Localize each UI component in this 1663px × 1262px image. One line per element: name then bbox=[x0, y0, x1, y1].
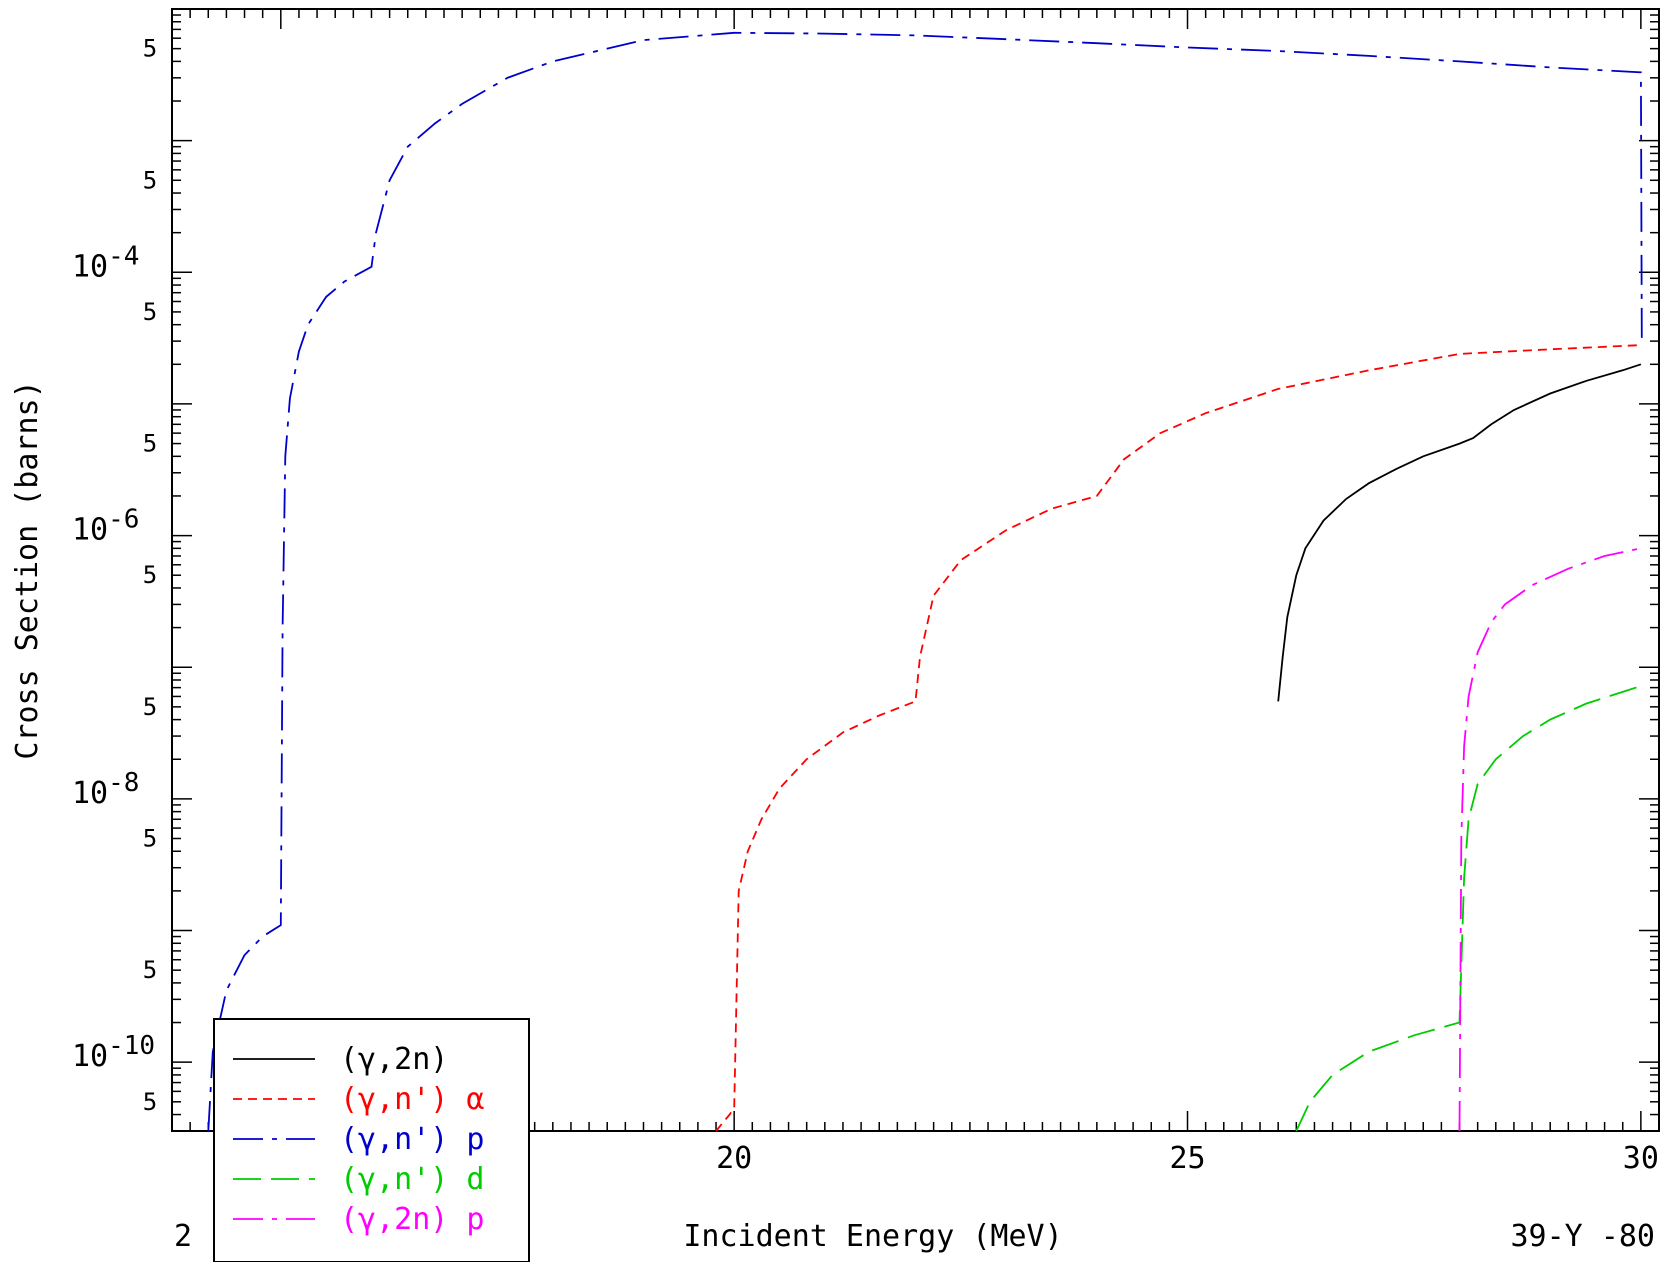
x-tick-label: 20 bbox=[716, 1141, 752, 1176]
series-line-2 bbox=[715, 344, 1641, 1132]
y-minor-tick-label: 5 bbox=[143, 430, 157, 458]
series-line-1 bbox=[1277, 363, 1642, 702]
axis-ticks bbox=[172, 8, 1659, 1132]
y-minor-tick-label: 5 bbox=[143, 298, 157, 326]
legend-label-4: (γ,n') d bbox=[340, 1162, 485, 1197]
y-minor-tick-label: 5 bbox=[143, 35, 157, 63]
legend-items: (γ,2n) (γ,n') α (γ,n') p (γ,n') d (γ,2n) p bbox=[233, 1042, 485, 1237]
series-line-3 bbox=[207, 31, 1643, 1132]
plot-frame bbox=[171, 8, 1660, 1132]
x-tick-label: 30 bbox=[1623, 1141, 1659, 1176]
y-minor-tick-label: 5 bbox=[143, 1088, 157, 1116]
y-decade-label: 10-8 bbox=[72, 768, 139, 811]
x-tick-label: 25 bbox=[1169, 1141, 1205, 1176]
series-line-4 bbox=[1295, 685, 1642, 1132]
y-minor-tick-label: 5 bbox=[143, 956, 157, 984]
y-decade-label: 10-10 bbox=[72, 1031, 155, 1074]
y-minor-tick-label: 5 bbox=[143, 561, 157, 589]
y-axis-title: Cross Section (barns) bbox=[10, 380, 45, 759]
corner-label-right: 39-Y -80 bbox=[1511, 1219, 1656, 1254]
legend-label-3: (γ,n') p bbox=[340, 1122, 485, 1157]
y-minor-tick-label: 5 bbox=[143, 825, 157, 853]
legend-label-5: (γ,2n) p bbox=[340, 1202, 485, 1237]
y-decade-label: 10-6 bbox=[72, 505, 139, 548]
legend-label-2: (γ,n') α bbox=[340, 1082, 485, 1117]
series-group bbox=[207, 31, 1643, 1132]
y-minor-tick-label: 5 bbox=[143, 166, 157, 194]
y-minor-tick-label: 5 bbox=[143, 693, 157, 721]
y-decade-label: 10-4 bbox=[72, 241, 139, 284]
corner-label-left: 2 bbox=[174, 1219, 192, 1254]
x-axis-title: Incident Energy (MeV) bbox=[683, 1219, 1062, 1254]
series-line-5 bbox=[1458, 547, 1642, 1132]
legend: (γ,2n) (γ,n') α (γ,n') p (γ,n') d (γ,2n) p bbox=[213, 1018, 530, 1262]
legend-label-1: (γ,2n) bbox=[340, 1042, 448, 1077]
